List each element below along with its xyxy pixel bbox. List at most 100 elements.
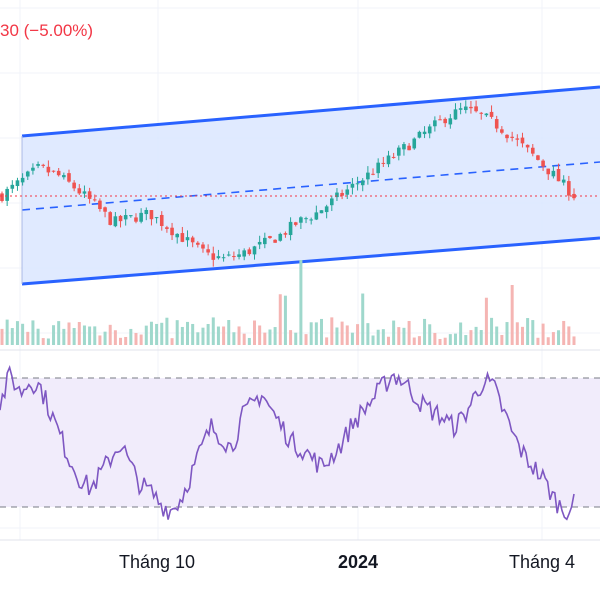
volume-bar	[134, 332, 138, 345]
candle-body	[479, 112, 484, 114]
candle-body	[484, 113, 489, 116]
volume-bar	[314, 322, 318, 345]
candle-body	[87, 191, 92, 199]
volume-bar	[448, 334, 452, 345]
candle-body	[103, 207, 107, 212]
candle-body	[530, 147, 535, 154]
candle-body	[355, 183, 360, 185]
volume-bar	[67, 322, 71, 345]
candle-body	[62, 175, 66, 178]
volume-bar	[469, 330, 473, 345]
candle-body	[515, 138, 520, 140]
candle-body	[572, 193, 576, 199]
x-tick-label-2024: 2024	[337, 552, 379, 572]
candle-body	[10, 184, 15, 189]
volume-bar	[26, 331, 30, 345]
candle-body	[412, 138, 417, 149]
candle-body	[309, 219, 313, 221]
candle-body	[314, 212, 319, 220]
candle-body	[520, 137, 525, 144]
volume-bar	[294, 332, 298, 345]
candle-body	[417, 131, 422, 138]
volume-bar	[139, 334, 143, 345]
candle-body	[283, 233, 288, 235]
candle-body	[345, 189, 350, 195]
volume-bar	[186, 321, 190, 345]
volume-bar	[572, 336, 576, 345]
candle-body	[366, 172, 370, 180]
volume-bar	[526, 318, 530, 345]
candle-body	[82, 191, 87, 194]
volume-bar	[345, 325, 349, 345]
channel-upper-line	[21, 85, 600, 138]
candle-body	[252, 246, 257, 255]
volume-bar	[0, 328, 4, 345]
volume-bar	[520, 326, 524, 345]
candle-body	[500, 129, 504, 133]
volume-bar	[459, 322, 463, 345]
candle-body	[463, 106, 468, 111]
volume-bar	[82, 325, 86, 345]
candle-body	[386, 155, 391, 165]
candle-body	[330, 198, 334, 206]
volume-bar	[299, 260, 303, 345]
volume-bar	[201, 327, 205, 345]
candle-body	[494, 119, 499, 129]
candle-body	[551, 170, 556, 177]
candle-body	[159, 214, 164, 227]
candle-body	[36, 164, 40, 166]
volume-bar	[325, 337, 329, 345]
x-tick-label-apr: Tháng 4	[508, 552, 576, 572]
x-tick-label-oct: Tháng 10	[118, 552, 196, 572]
candle-body	[427, 126, 432, 134]
candle-body	[196, 242, 200, 245]
candle-body	[505, 134, 509, 139]
volume-bar	[412, 337, 416, 345]
volume-bar	[304, 334, 308, 345]
candle-body	[567, 181, 571, 196]
candle-body	[458, 108, 463, 110]
candle-body	[273, 239, 277, 243]
volume-bar	[417, 336, 421, 345]
rsi-line	[0, 364, 575, 521]
volume-bar	[319, 318, 323, 345]
candle-body	[335, 192, 339, 198]
candle-body	[324, 206, 329, 213]
volume-bar	[222, 326, 226, 345]
candle-body	[257, 241, 262, 245]
volume-bar	[531, 320, 535, 345]
candle-body	[154, 217, 159, 219]
candle-body	[278, 233, 283, 241]
volume-bar	[36, 328, 40, 345]
volume-bar	[356, 324, 360, 345]
candle-body	[469, 106, 473, 109]
volume-bar	[541, 323, 545, 345]
candle-body	[92, 199, 97, 201]
volume-bar	[551, 332, 555, 345]
candle-body	[489, 111, 494, 117]
candle-body	[396, 147, 401, 156]
candle-body	[304, 218, 308, 220]
volume-bar	[268, 329, 272, 345]
volume-bar	[155, 323, 159, 345]
volume-bar	[180, 326, 184, 345]
volume-bar	[371, 335, 375, 345]
volume-bar	[77, 322, 81, 345]
candle-body	[108, 212, 113, 225]
volume-bar	[423, 318, 427, 345]
candle-body	[525, 144, 530, 148]
volume-bar	[263, 332, 267, 345]
volume-bar	[392, 320, 396, 345]
volume-bar	[495, 326, 499, 345]
candle-body	[31, 167, 35, 171]
volume-bar	[10, 328, 14, 345]
volume-bar	[562, 320, 566, 345]
volume-bar	[500, 334, 504, 345]
volume-bar	[113, 330, 117, 345]
volume-bar	[381, 329, 385, 345]
candle-body	[448, 118, 453, 125]
candle-body	[98, 200, 102, 210]
candle-body	[113, 216, 118, 227]
volume-bar	[242, 333, 246, 345]
